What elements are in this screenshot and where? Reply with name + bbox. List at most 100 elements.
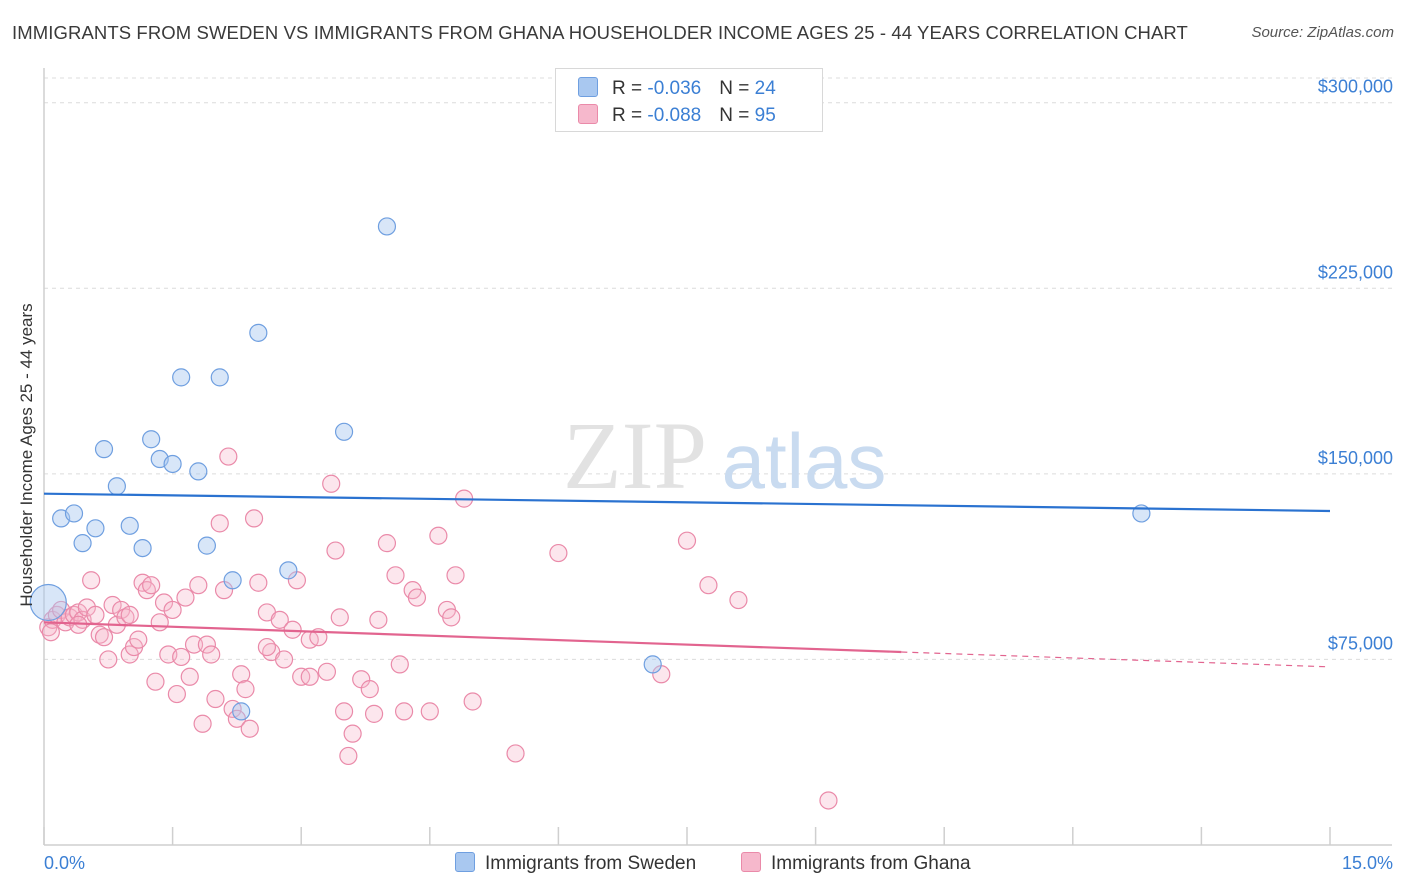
ghana-point (94, 628, 114, 647)
legend-n-value-sweden: 24 (754, 78, 776, 99)
ghana-point (99, 650, 118, 669)
legend-r-label: R = (612, 78, 648, 99)
bottom-legend-label-sweden: Immigrants from Sweden (485, 853, 697, 874)
ghana-point (176, 588, 195, 607)
ghana-point (463, 692, 482, 711)
ghana-point (274, 650, 294, 669)
y-tick-label: $75,000 (1328, 633, 1393, 653)
ghana-point (236, 680, 255, 699)
watermark-atlas: atlas (722, 417, 887, 505)
ghana-point (360, 680, 379, 699)
ghana-point (317, 662, 337, 681)
series-sweden (29, 217, 1151, 721)
sweden-point (249, 323, 268, 342)
ghana-point (446, 566, 465, 585)
legend-row-sweden: R = -0.036 N = 24 (578, 77, 776, 100)
ghana-point (103, 595, 122, 615)
ghana-point (549, 543, 568, 563)
sweden-point (73, 534, 92, 553)
watermark: ZIP atlas (563, 402, 886, 509)
ghana-point (219, 447, 238, 466)
ghana-point (189, 576, 208, 595)
ghana-point (506, 744, 525, 763)
legend-r-value-sweden: -0.036 (647, 78, 702, 99)
ghana-point (429, 526, 448, 545)
x-tick-label: 15.0% (1342, 853, 1393, 873)
sweden-point (643, 655, 662, 674)
ghana-point (442, 608, 461, 627)
sweden-point (29, 583, 67, 622)
legend-swatch-sweden (578, 77, 598, 97)
y-tick-label: $225,000 (1318, 262, 1393, 282)
ghana-point (334, 702, 354, 721)
ghana-point (206, 689, 225, 709)
ghana-point (386, 566, 405, 585)
ghana-point (249, 573, 268, 592)
sweden-point (86, 519, 105, 538)
sweden-point (189, 462, 208, 481)
ghana-point (172, 647, 191, 667)
correlation-legend: R = -0.036 N = 24 R = -0.088 N = 95 (555, 68, 823, 132)
gridlines (44, 77, 1392, 660)
sweden-point (163, 454, 182, 474)
ghana-point (86, 605, 105, 625)
sweden-point (172, 368, 191, 387)
ghana-point (244, 509, 264, 528)
bottom-legend-label-ghana: Immigrants from Ghana (771, 853, 971, 874)
ghana-point (184, 635, 204, 654)
ghana-point (270, 610, 289, 629)
sweden-point (133, 538, 152, 558)
ghana-point (163, 600, 182, 620)
trend-line-ghana-extension (901, 651, 1331, 668)
legend-r-label: R = (612, 105, 648, 126)
chart-title: IMMIGRANTS FROM SWEDEN VS IMMIGRANTS FRO… (12, 22, 1188, 43)
ghana-point (729, 590, 748, 610)
sweden-point (232, 702, 251, 721)
bottom-legend-swatch-ghana (741, 852, 761, 872)
ghana-point (197, 635, 216, 654)
ghana-point (369, 610, 388, 629)
bottom-legend-swatch-sweden (455, 852, 475, 872)
bottom-legend-sweden: Immigrants from Sweden (455, 852, 696, 875)
trend-lines (43, 492, 1331, 668)
ghana-point (420, 702, 439, 721)
ghana-point (41, 623, 60, 642)
ghana-point (343, 724, 362, 743)
ghana-point (240, 719, 259, 738)
bottom-legend-ghana: Immigrants from Ghana (741, 852, 971, 875)
ghana-point (699, 576, 718, 595)
ghana-point (150, 613, 169, 632)
ghana-point (257, 637, 277, 657)
ghana-point (394, 702, 414, 721)
watermark-zip: ZIP (563, 402, 707, 509)
axes (43, 68, 1392, 846)
sweden-point (142, 430, 161, 449)
sweden-point (197, 536, 216, 555)
ghana-point (364, 704, 384, 723)
ghana-point (819, 791, 838, 810)
sweden-point (377, 217, 397, 236)
ghana-point (129, 630, 148, 649)
sweden-point (210, 368, 229, 387)
ghana-point (322, 474, 341, 493)
y-tick-label: $300,000 (1318, 77, 1393, 97)
sweden-point (334, 422, 354, 441)
ghana-point (300, 667, 319, 686)
ghana-point (330, 608, 349, 627)
ghana-point (677, 531, 697, 550)
ghana-point (82, 571, 101, 590)
sweden-point (279, 561, 298, 580)
ghana-point (390, 655, 409, 674)
ghana-point (193, 714, 212, 733)
sweden-point (223, 571, 242, 590)
sweden-point (64, 504, 84, 523)
trend-line-sweden (43, 492, 1331, 513)
ghana-point (180, 667, 199, 686)
y-tick-label: $150,000 (1318, 448, 1393, 468)
ghana-point (339, 746, 358, 766)
sweden-point (120, 516, 139, 535)
ghana-point (232, 665, 251, 684)
ghana-point (146, 672, 165, 691)
ghana-point (210, 514, 229, 533)
